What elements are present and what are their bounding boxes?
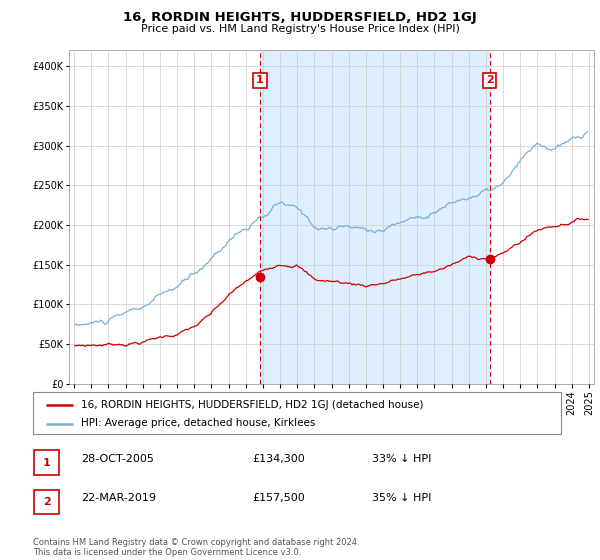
FancyBboxPatch shape (33, 392, 561, 434)
Text: Contains HM Land Registry data © Crown copyright and database right 2024.
This d: Contains HM Land Registry data © Crown c… (33, 538, 359, 557)
FancyBboxPatch shape (34, 489, 59, 514)
Text: £157,500: £157,500 (252, 493, 305, 503)
Text: 2: 2 (43, 497, 50, 507)
Text: 28-OCT-2005: 28-OCT-2005 (81, 454, 154, 464)
Bar (260, 50, 490, 384)
Text: 16, RORDIN HEIGHTS, HUDDERSFIELD, HD2 1GJ: 16, RORDIN HEIGHTS, HUDDERSFIELD, HD2 1G… (123, 11, 477, 24)
FancyBboxPatch shape (34, 450, 59, 475)
Text: 35% ↓ HPI: 35% ↓ HPI (372, 493, 431, 503)
Text: HPI: Average price, detached house, Kirklees: HPI: Average price, detached house, Kirk… (80, 418, 315, 428)
Text: £134,300: £134,300 (252, 454, 305, 464)
Text: 1: 1 (256, 76, 264, 85)
Text: 22-MAR-2019: 22-MAR-2019 (81, 493, 156, 503)
Text: 2: 2 (486, 76, 494, 85)
Text: 1: 1 (43, 458, 50, 468)
Text: 16, RORDIN HEIGHTS, HUDDERSFIELD, HD2 1GJ (detached house): 16, RORDIN HEIGHTS, HUDDERSFIELD, HD2 1G… (80, 400, 423, 409)
Text: 33% ↓ HPI: 33% ↓ HPI (372, 454, 431, 464)
Text: Price paid vs. HM Land Registry's House Price Index (HPI): Price paid vs. HM Land Registry's House … (140, 24, 460, 34)
